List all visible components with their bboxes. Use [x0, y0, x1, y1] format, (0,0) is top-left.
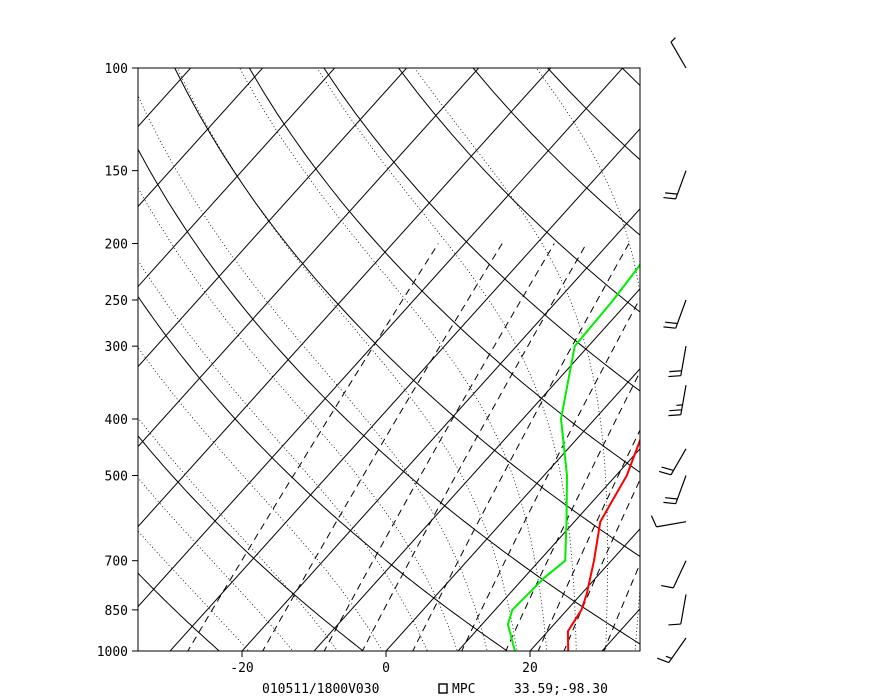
pressure-tick-label: 200	[105, 238, 128, 253]
wind-barb	[663, 170, 687, 200]
pressure-tick-label: 250	[105, 294, 128, 309]
wind-barbs	[650, 37, 687, 664]
pressure-tick-label: 500	[105, 469, 128, 484]
mixing-ratio-line	[505, 370, 640, 651]
isotherm-line	[138, 68, 552, 528]
plot-frame	[137, 67, 641, 652]
isotherm-line	[169, 128, 640, 651]
dry-adiabat-line	[174, 68, 640, 558]
moist-adiabat-line	[138, 530, 250, 651]
dry-adiabat-line	[397, 68, 640, 313]
source-logo	[438, 683, 448, 694]
mixing-ratio-line	[603, 562, 640, 651]
background-lines	[0, 41, 896, 663]
wind-barb	[663, 475, 687, 505]
wind-barb	[650, 515, 687, 528]
isotherm-line	[0, 41, 71, 663]
mixing-ratio-line	[461, 297, 640, 651]
wind-barb	[658, 448, 687, 476]
isotherm-line	[529, 528, 640, 651]
temperature-tick-label: 20	[522, 661, 538, 676]
isotherm-line	[313, 288, 640, 651]
dry-adiabat-line	[669, 41, 896, 663]
dry-adiabat-line	[323, 68, 640, 392]
isotherm-line	[457, 448, 640, 651]
isotherm-line	[138, 68, 264, 208]
temperature-tick-label: 0	[382, 661, 390, 676]
moist-adiabat-line	[138, 259, 428, 651]
mixing-ratio-line	[323, 243, 555, 651]
dry-adiabat-line	[472, 68, 640, 236]
dewpoint-profile-line	[506, 263, 640, 651]
dry-adiabat-line	[138, 148, 640, 645]
pressure-tick-label: 850	[105, 604, 128, 619]
temperature-profile-line	[566, 437, 640, 651]
footer: 010511/1800V030 MPC 33.59;-98.30	[262, 682, 608, 697]
mixing-ratio-line	[187, 243, 439, 651]
mixing-ratio-line	[412, 243, 630, 651]
moist-adiabat-line	[138, 346, 383, 651]
moist-adiabat-line	[138, 186, 458, 651]
dry-adiabat-line	[248, 68, 640, 473]
footer-source: MPC	[452, 682, 475, 697]
isotherm-line	[138, 68, 624, 608]
dry-adiabat-line	[546, 68, 640, 161]
dry-adiabat-line	[138, 435, 365, 651]
moist-adiabat-line	[239, 68, 548, 651]
isotherm-line	[663, 41, 896, 663]
dry-adiabat-line	[621, 68, 640, 87]
mixing-ratio-line	[563, 478, 640, 651]
dry-adiabat-line	[138, 572, 221, 651]
wind-barb	[661, 560, 687, 589]
pressure-tick-label: 400	[105, 413, 128, 428]
wind-barb	[663, 299, 687, 329]
wind-barb	[657, 637, 687, 664]
footer-time: 010511/1800V030	[262, 682, 379, 697]
footer-location: 33.59;-98.30	[514, 682, 608, 697]
moist-adiabat-line	[535, 68, 640, 651]
profile-lines	[506, 263, 640, 651]
moist-adiabat-line	[138, 94, 488, 651]
pressure-tick-label: 300	[105, 340, 128, 355]
isotherm-line	[385, 368, 640, 651]
pressure-tick-label: 1000	[97, 645, 128, 660]
pressure-tick-label: 700	[105, 555, 128, 570]
wind-barb	[668, 346, 687, 378]
axes: 100 150 200 250 300 400 500 700 850 1000 -20 0 20	[97, 62, 538, 676]
mixing-ratio-line	[361, 243, 587, 651]
moist-adiabat-line	[316, 68, 577, 651]
moist-adiabat-line	[414, 68, 608, 651]
moist-adiabat-line	[138, 417, 338, 651]
wind-barb	[668, 594, 687, 626]
isotherm-line	[735, 41, 896, 663]
wind-barb	[670, 37, 687, 69]
mixing-ratio-line	[537, 428, 640, 651]
isotherm-line	[601, 608, 640, 651]
mixing-ratio-line	[262, 243, 503, 651]
pressure-tick-label: 150	[105, 165, 128, 180]
moist-adiabat-line	[176, 68, 518, 651]
dry-adiabat-line	[138, 295, 509, 651]
temperature-tick-label: -20	[230, 661, 253, 676]
isotherm-line	[138, 68, 480, 448]
wind-barb	[668, 385, 687, 417]
isotherm-line	[241, 208, 640, 651]
isotherm-line	[138, 68, 408, 368]
pressure-tick-label: 100	[105, 62, 128, 77]
isotherm-line	[138, 68, 336, 288]
